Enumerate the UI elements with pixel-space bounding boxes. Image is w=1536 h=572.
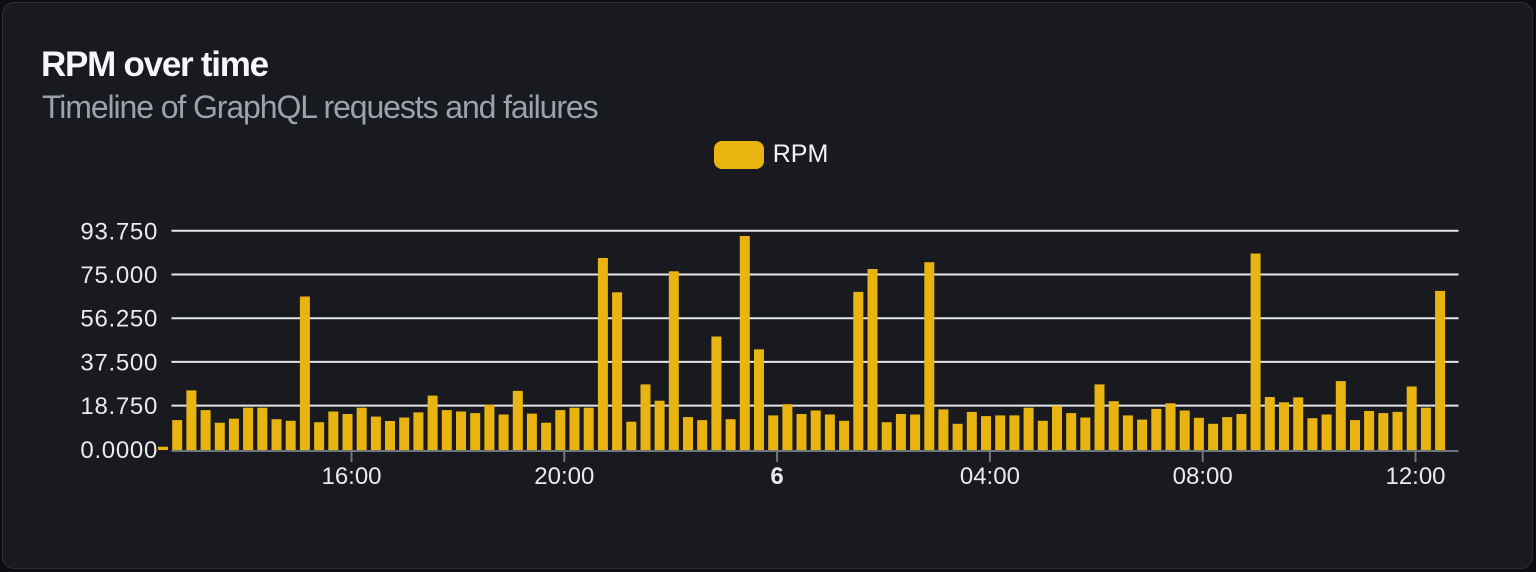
svg-text:37.500: 37.500 <box>80 349 158 376</box>
svg-text:12:00: 12:00 <box>1385 463 1445 490</box>
svg-text:0.0000: 0.0000 <box>80 437 158 464</box>
svg-text:04:00: 04:00 <box>960 463 1020 490</box>
svg-text:18.750: 18.750 <box>80 393 158 420</box>
svg-text:6: 6 <box>770 463 783 490</box>
svg-text:20:00: 20:00 <box>534 463 594 490</box>
svg-text:93.750: 93.750 <box>80 218 158 245</box>
svg-text:75.000: 75.000 <box>80 262 158 289</box>
svg-text:56.250: 56.250 <box>80 306 158 333</box>
svg-text:16:00: 16:00 <box>321 463 381 490</box>
svg-text:08:00: 08:00 <box>1173 463 1233 490</box>
